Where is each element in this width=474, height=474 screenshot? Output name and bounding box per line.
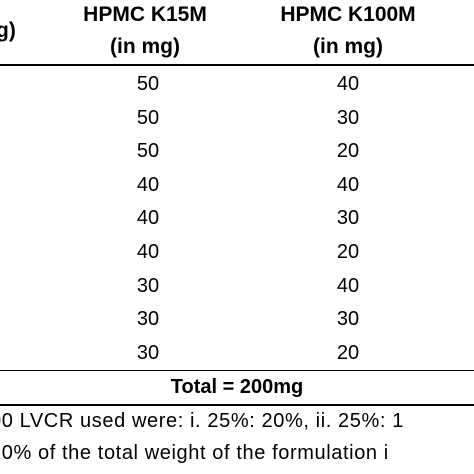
cell-k100m: 20: [336, 240, 360, 263]
total-top-divider: [0, 370, 474, 371]
cell-k100m: 30: [336, 308, 360, 331]
table-body: 50 40 50 30 50 20 40 40 40 30 40 20 30 4…: [0, 68, 474, 370]
table-row: 30 30: [0, 303, 474, 337]
table-row: 30 20: [0, 337, 474, 371]
cell-k15m: 50: [136, 73, 160, 95]
header-divider: [0, 64, 474, 66]
header-hpmc-k100m: HPMC K100M: [280, 3, 416, 26]
footnote-line-2: 10% of the total weight of the formulati…: [0, 442, 389, 464]
cell-k15m: 40: [136, 240, 160, 263]
cell-k100m: 30: [336, 207, 360, 230]
table-row: 50 20: [0, 135, 474, 169]
footnote-line-1: 00 LVCR used were: i. 25%: 20%, ii. 25%:…: [0, 410, 404, 432]
cell-k15m: 40: [136, 173, 160, 196]
cut-left-header: g): [0, 19, 16, 42]
cell-k100m: 20: [336, 341, 360, 364]
cell-k15m: 30: [136, 274, 160, 297]
cell-k100m: 40: [336, 73, 360, 95]
cell-k100m: 30: [336, 106, 360, 129]
cell-k100m: 40: [336, 173, 360, 196]
total-bottom-divider: [0, 404, 474, 406]
header-hpmc-k15m: HPMC K15M: [83, 3, 207, 26]
table-row: 40 40: [0, 169, 474, 203]
table-row: 40 30: [0, 202, 474, 236]
cell-k100m: 20: [336, 140, 360, 163]
table-row: 50 30: [0, 102, 474, 136]
cell-k15m: 30: [136, 341, 160, 364]
cell-k100m: 40: [336, 274, 360, 297]
table-row: 30 40: [0, 270, 474, 304]
cell-k15m: 50: [136, 106, 160, 129]
header-hpmc-k100m-unit: (in mg): [313, 35, 383, 58]
cell-k15m: 30: [136, 308, 160, 331]
table-row: 40 20: [0, 236, 474, 270]
cell-k15m: 40: [136, 207, 160, 230]
header-hpmc-k15m-unit: (in mg): [110, 35, 180, 58]
cell-k15m: 50: [136, 140, 160, 163]
total-row: Total = 200mg: [170, 376, 304, 398]
table-row: 50 40: [0, 68, 474, 102]
